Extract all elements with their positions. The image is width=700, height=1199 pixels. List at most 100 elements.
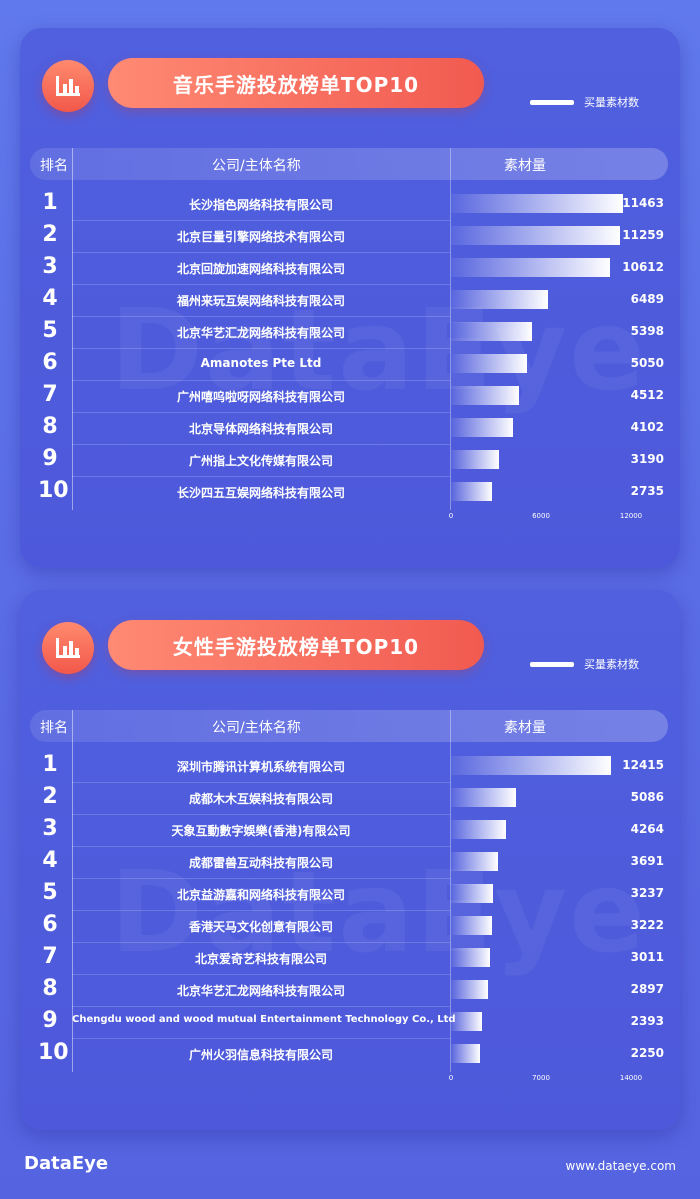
row-separator xyxy=(72,782,450,783)
legend: 买量素材数 xyxy=(530,656,639,672)
row-separator xyxy=(72,1006,450,1007)
rank-number: 8 xyxy=(42,414,58,439)
table-header: 排名 公司/主体名称 素材量 xyxy=(30,710,668,742)
header-company: 公司/主体名称 xyxy=(212,158,301,174)
data-bar xyxy=(451,418,513,437)
data-bar xyxy=(451,788,517,807)
rank-number: 7 xyxy=(42,944,58,969)
company-name: 北京巨量引擎网络技术有限公司 xyxy=(176,230,345,244)
x-tick-label: 7000 xyxy=(532,1074,550,1082)
data-label: 5398 xyxy=(630,324,664,338)
data-label: 4264 xyxy=(630,822,664,836)
table-row: 4 福州来玩互娱网络科技有限公司 6489 xyxy=(20,284,680,316)
data-bar xyxy=(451,194,623,213)
bar-chart-icon xyxy=(42,622,94,674)
data-bar xyxy=(451,1012,482,1031)
company-name: 广州嘻呜啦呀网络科技有限公司 xyxy=(176,390,345,404)
table-row: 7 北京爱奇艺科技有限公司 3011 xyxy=(20,942,680,974)
data-label: 2735 xyxy=(630,484,664,498)
table-row: 6 Amanotes Pte Ltd 5050 xyxy=(20,348,680,380)
data-label: 2393 xyxy=(630,1014,664,1028)
rank-number: 2 xyxy=(42,784,58,809)
table-row: 8 北京导体网络科技有限公司 4102 xyxy=(20,412,680,444)
table-row: 10 长沙四五互娱网络科技有限公司 2735 xyxy=(20,476,680,508)
data-bar xyxy=(451,916,493,935)
company-name: 北京导体网络科技有限公司 xyxy=(188,422,333,436)
data-bar xyxy=(451,948,490,967)
row-separator xyxy=(72,814,450,815)
x-tick-label: 14000 xyxy=(619,1074,643,1082)
table-row: 10 广州火羽信息科技有限公司 2250 xyxy=(20,1038,680,1070)
data-bar xyxy=(451,258,611,277)
data-bar xyxy=(451,1044,480,1063)
column-divider xyxy=(72,710,73,1072)
x-tick-label: 0 xyxy=(448,1074,454,1082)
rank-number: 9 xyxy=(42,446,58,471)
company-name: 成都木木互娱科技有限公司 xyxy=(188,792,333,806)
table-row: 5 北京华艺汇龙网络科技有限公司 5398 xyxy=(20,316,680,348)
x-axis: 0 6000 12000 xyxy=(448,512,642,526)
rank-number: 3 xyxy=(42,254,58,279)
row-separator xyxy=(72,380,450,381)
rank-number: 10 xyxy=(38,1040,69,1065)
data-label: 3190 xyxy=(630,452,664,466)
table-row: 6 香港天马文化创意有限公司 3222 xyxy=(20,910,680,942)
data-bar xyxy=(451,980,489,999)
data-label: 6489 xyxy=(630,292,664,306)
company-name: 北京华艺汇龙网络科技有限公司 xyxy=(176,984,345,998)
data-label: 12415 xyxy=(622,758,664,772)
rank-number: 1 xyxy=(42,752,58,777)
data-label: 11259 xyxy=(622,228,664,242)
company-name: 北京回旋加速网络科技有限公司 xyxy=(176,262,345,276)
company-name: 成都雷兽互动科技有限公司 xyxy=(188,856,333,870)
rank-number: 9 xyxy=(42,1008,58,1033)
row-separator xyxy=(72,220,450,221)
table-row: 9 Chengdu wood and wood mutual Entertainm… xyxy=(20,1006,680,1038)
company-name: 长沙四五互娱网络科技有限公司 xyxy=(176,486,345,500)
data-label: 3691 xyxy=(630,854,664,868)
rank-number: 2 xyxy=(42,222,58,247)
chart-title: 音乐手游投放榜单TOP10 xyxy=(108,58,484,108)
company-name: 天象互動數字娛樂(香港)有限公司 xyxy=(171,824,351,838)
data-label: 3011 xyxy=(630,950,664,964)
row-separator xyxy=(72,878,450,879)
x-tick-label: 0 xyxy=(448,512,454,520)
data-bar xyxy=(451,322,532,341)
data-label: 5086 xyxy=(630,790,664,804)
data-bar xyxy=(451,852,499,871)
data-label: 5050 xyxy=(630,356,664,370)
column-divider xyxy=(72,148,73,510)
company-name: 广州指上文化传媒有限公司 xyxy=(188,454,333,468)
company-name: 长沙指色网络科技有限公司 xyxy=(188,198,333,212)
data-bar xyxy=(451,482,493,501)
row-separator xyxy=(72,252,450,253)
rank-number: 3 xyxy=(42,816,58,841)
bar-chart-icon xyxy=(42,60,94,112)
data-bar xyxy=(451,756,611,775)
rank-number: 6 xyxy=(42,912,58,937)
row-separator xyxy=(72,974,450,975)
legend: 买量素材数 xyxy=(530,94,639,110)
rank-number: 10 xyxy=(38,478,69,503)
data-label: 10612 xyxy=(622,260,664,274)
row-separator xyxy=(72,412,450,413)
data-label: 2250 xyxy=(630,1046,664,1060)
table-row: 1 长沙指色网络科技有限公司 11463 xyxy=(20,188,680,220)
table-header: 排名 公司/主体名称 素材量 xyxy=(30,148,668,180)
row-separator xyxy=(72,476,450,477)
header-rank: 排名 xyxy=(40,720,68,736)
company-name: 福州来玩互娱网络科技有限公司 xyxy=(176,294,345,308)
data-bar xyxy=(451,226,620,245)
data-label: 11463 xyxy=(622,196,664,210)
table-row: 7 广州嘻呜啦呀网络科技有限公司 4512 xyxy=(20,380,680,412)
legend-label: 买量素材数 xyxy=(584,658,639,671)
table-row: 3 天象互動數字娛樂(香港)有限公司 4264 xyxy=(20,814,680,846)
table-row: 2 成都木木互娱科技有限公司 5086 xyxy=(20,782,680,814)
company-name: Amanotes Pte Ltd xyxy=(200,356,322,370)
x-tick-label: 6000 xyxy=(532,512,550,520)
rank-number: 4 xyxy=(42,286,58,311)
data-bar xyxy=(451,386,519,405)
company-name: 北京爱奇艺科技有限公司 xyxy=(194,952,327,966)
footer-url[interactable]: www.dataeye.com xyxy=(565,1159,677,1173)
data-label: 4102 xyxy=(630,420,664,434)
